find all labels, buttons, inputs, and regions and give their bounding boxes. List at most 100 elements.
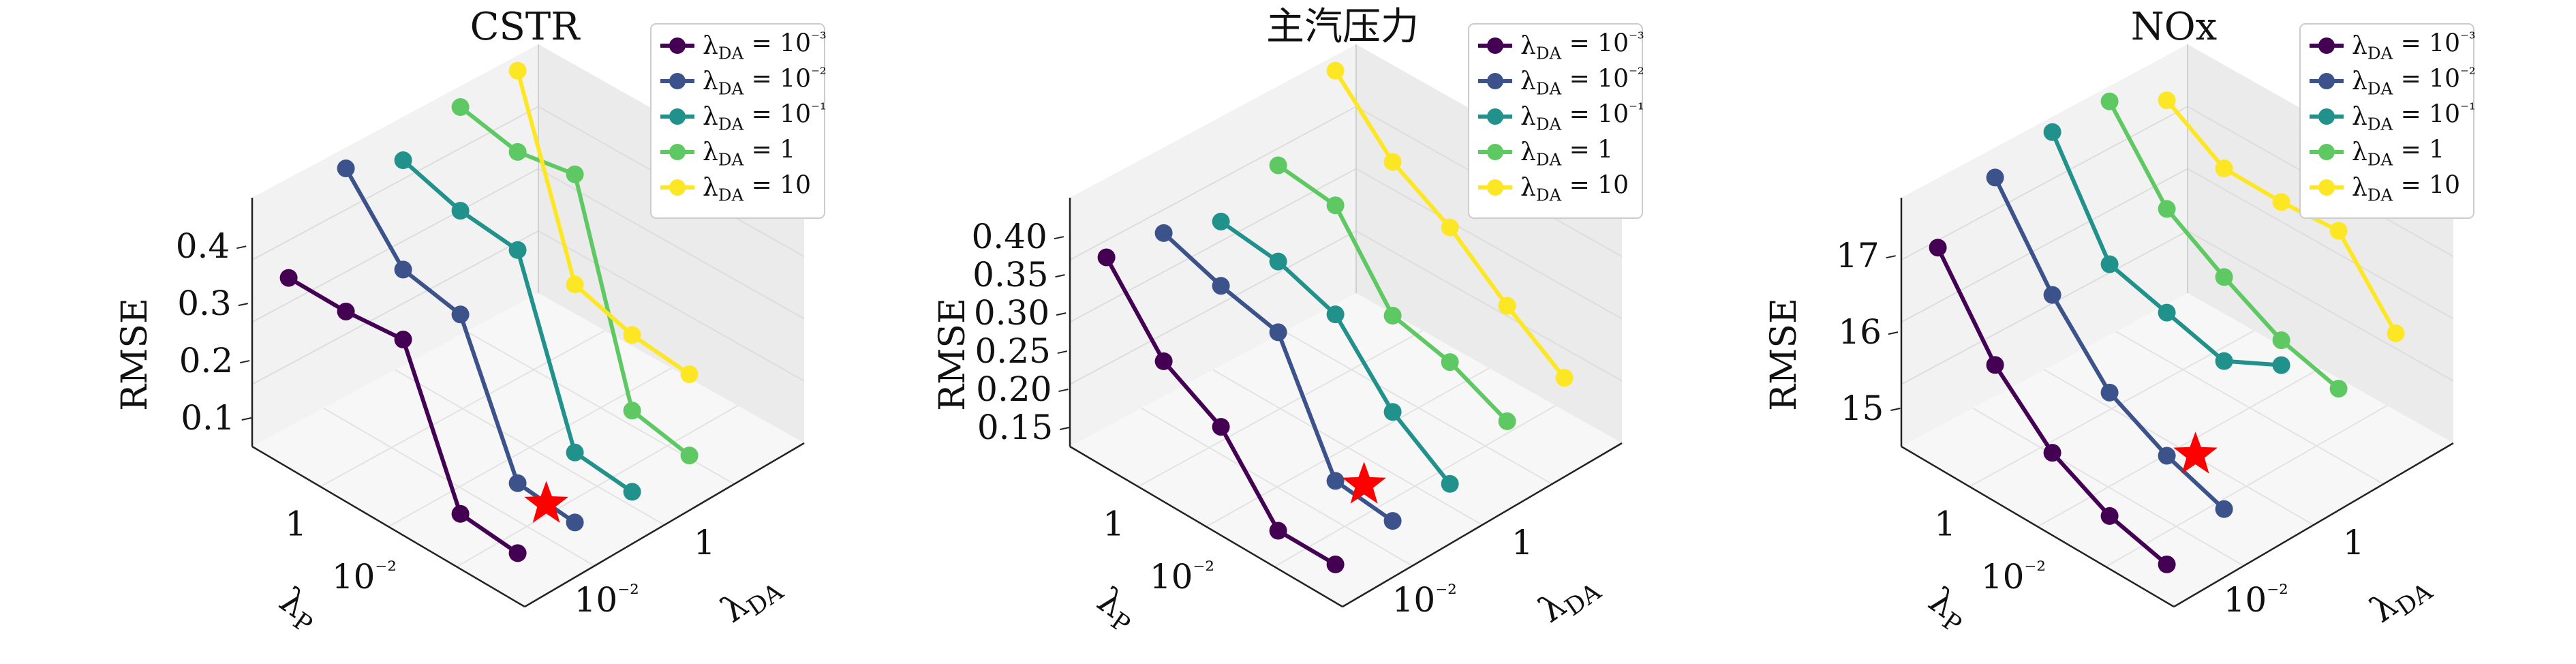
data-point	[1269, 156, 1287, 175]
data-point	[2158, 447, 2176, 465]
data-point	[623, 402, 641, 420]
data-point	[451, 98, 470, 117]
legend-label: λDA = 10⁻²	[1520, 64, 1644, 99]
data-point	[2158, 303, 2176, 322]
legend-marker	[2318, 144, 2335, 160]
z-tick	[238, 303, 248, 307]
gridline	[538, 168, 805, 320]
data-point	[623, 326, 641, 344]
data-point	[1326, 305, 1345, 324]
gridline	[456, 405, 738, 568]
legend-marker	[1487, 144, 1503, 160]
axis-edge	[524, 442, 805, 608]
best-star-marker	[1342, 462, 1386, 504]
da-tick-label: 10⁻²	[574, 580, 639, 620]
data-point	[1212, 418, 1230, 436]
data-point	[2158, 200, 2176, 218]
panel-main-steam-pressure: 0.150.200.250.300.350.40RMSE110⁻²λP10⁻²1…	[932, 5, 1644, 639]
data-point	[1154, 224, 1173, 242]
p-axis-label: λP	[1088, 579, 1146, 639]
axis-edge	[251, 445, 525, 608]
data-point	[566, 165, 584, 183]
da-axis-label: λDA	[2363, 563, 2438, 635]
z-tick	[1059, 427, 1070, 430]
legend-label: λDA = 1	[1520, 136, 1613, 170]
gridline	[1284, 331, 1552, 485]
data-point	[451, 202, 470, 220]
gridline	[2187, 230, 2454, 382]
data-point	[1383, 403, 1402, 421]
best-star-marker	[524, 481, 568, 523]
z-tick-label: 16	[1838, 312, 1882, 352]
da-tick-label: 1	[2343, 523, 2365, 562]
data-point	[2215, 352, 2233, 370]
gridline	[2044, 369, 2314, 526]
p-axis-label: λP	[270, 579, 328, 639]
legend-label: λDA = 1	[2352, 136, 2444, 170]
data-point	[623, 483, 641, 501]
data-point	[680, 447, 699, 465]
data-point	[2100, 507, 2119, 525]
z-tick-label: 0.1	[181, 398, 235, 438]
da-tick-label: 1	[694, 523, 716, 562]
data-point	[1441, 474, 1459, 493]
data-point	[1326, 61, 1345, 80]
data-point	[1986, 168, 2004, 187]
panel-title: 主汽压力	[1266, 5, 1419, 49]
data-point	[566, 275, 584, 294]
legend-marker	[1487, 37, 1503, 54]
data-point	[1212, 277, 1230, 295]
data-point	[1269, 252, 1287, 271]
data-point	[2272, 193, 2290, 211]
p-tick-label: 1	[285, 504, 307, 544]
p-tick-label: 10⁻²	[1150, 557, 1214, 597]
gridline	[1355, 230, 1623, 382]
data-point	[1555, 369, 1574, 387]
axis-edge	[2173, 442, 2454, 608]
p-tick-label: 10⁻²	[1981, 557, 2046, 597]
legend-marker	[669, 144, 686, 160]
data-point	[1929, 239, 1947, 257]
gridline	[1212, 369, 1483, 526]
da-tick-label: 1	[1512, 523, 1533, 562]
gridline	[538, 230, 805, 382]
legend-marker	[2318, 108, 2335, 125]
legend-marker	[2318, 73, 2335, 89]
data-point	[394, 331, 412, 349]
data-point	[2215, 500, 2233, 518]
z-axis-label: RMSE	[932, 298, 973, 411]
da-axis-label: λDA	[1531, 563, 1606, 635]
panel-title: NOx	[2131, 5, 2218, 49]
legend-marker	[1487, 108, 1503, 125]
gridline	[395, 369, 665, 526]
data-point	[1383, 306, 1402, 325]
gridline	[1355, 168, 1623, 320]
z-tick	[1058, 389, 1069, 393]
gridline	[1274, 405, 1556, 568]
legend-marker	[669, 108, 686, 125]
legend-box	[1468, 23, 1643, 219]
data-point	[1986, 356, 2004, 374]
data-point	[2215, 160, 2233, 178]
best-star-marker	[2173, 432, 2218, 474]
data-point	[2272, 331, 2290, 350]
legend-marker	[2318, 37, 2335, 54]
data-point	[279, 269, 298, 287]
data-point	[2043, 286, 2061, 304]
legend-marker	[669, 37, 686, 54]
data-point	[394, 260, 412, 279]
p-tick-label: 1	[1934, 504, 1956, 544]
data-point	[508, 61, 527, 80]
z-tick	[241, 417, 251, 421]
legend-label: λDA = 10⁻²	[2352, 64, 2476, 99]
data-point	[2215, 268, 2233, 286]
data-point	[566, 513, 584, 532]
z-tick-label: 17	[1836, 236, 1880, 275]
gridline	[251, 230, 539, 385]
z-tick	[1888, 331, 1899, 335]
data-point	[394, 151, 412, 170]
z-tick	[1890, 408, 1901, 412]
z-tick	[1054, 236, 1064, 240]
